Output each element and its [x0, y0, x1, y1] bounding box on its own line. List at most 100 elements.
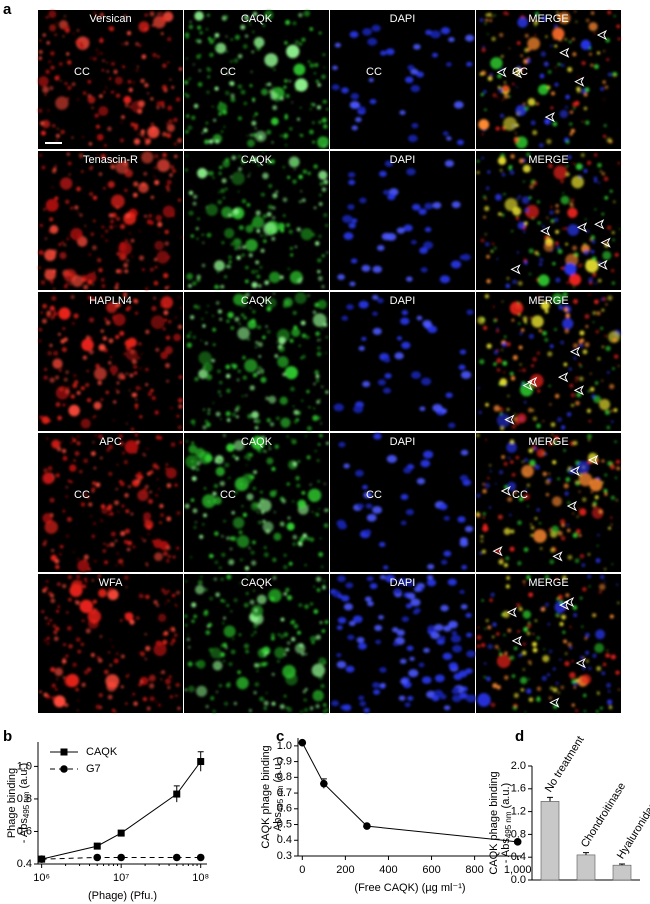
speckle [259, 234, 264, 238]
speckle [476, 170, 480, 175]
speckle [476, 433, 480, 437]
speckle [204, 454, 213, 463]
y-tick-label: 0.7 [277, 787, 292, 799]
speckle [124, 339, 133, 348]
speckle [220, 284, 225, 289]
speckle [276, 223, 281, 228]
speckle [486, 343, 492, 349]
speckle [298, 12, 303, 18]
speckle [525, 204, 539, 219]
speckle [64, 81, 68, 86]
nucleus [332, 65, 338, 71]
speckle [137, 133, 139, 135]
speckle [318, 507, 321, 510]
speckle [205, 121, 209, 125]
speckle [218, 171, 222, 175]
speckle [186, 273, 194, 280]
speckle [88, 349, 94, 355]
speckle [503, 193, 506, 196]
speckle [293, 63, 306, 76]
speckle [506, 408, 510, 411]
speckle [105, 390, 109, 395]
speckle [114, 539, 118, 543]
speckle [317, 270, 321, 274]
speckle [545, 493, 549, 497]
speckle [233, 598, 238, 603]
nucleus [341, 87, 349, 94]
speckle [55, 385, 70, 400]
micrograph-signal [478, 10, 621, 149]
speckle [292, 461, 297, 467]
speckle [79, 44, 85, 49]
speckle [518, 158, 524, 164]
speckle [119, 441, 124, 446]
speckle [121, 43, 124, 46]
speckle [532, 416, 538, 421]
speckle [323, 482, 326, 485]
nucleus [396, 629, 405, 636]
speckle [213, 260, 225, 272]
speckle [134, 299, 139, 304]
speckle [541, 607, 543, 609]
speckle [572, 532, 578, 538]
speckle [249, 385, 255, 391]
speckle [261, 661, 267, 667]
speckle [113, 313, 126, 326]
speckle [230, 242, 234, 246]
speckle [496, 685, 501, 690]
speckle [97, 380, 102, 386]
speckle [46, 437, 49, 440]
speckle [314, 449, 317, 453]
speckle [246, 134, 248, 137]
speckle [254, 608, 258, 613]
speckle [102, 59, 105, 62]
speckle [616, 583, 619, 586]
speckle [558, 305, 564, 310]
speckle [147, 391, 153, 397]
speckle [317, 480, 320, 483]
speckle [611, 563, 614, 566]
speckle [296, 483, 301, 488]
speckle [150, 388, 154, 393]
speckle [198, 69, 202, 72]
speckle [487, 170, 491, 174]
speckle [187, 661, 193, 667]
nucleus [440, 559, 448, 565]
speckle [317, 258, 322, 263]
speckle [477, 693, 491, 707]
speckle [294, 292, 307, 305]
speckle [318, 657, 327, 666]
speckle [115, 388, 117, 390]
speckle [563, 227, 567, 230]
speckle [512, 82, 515, 86]
speckle [507, 496, 513, 502]
speckle [102, 336, 107, 341]
speckle [483, 523, 488, 528]
nucleus [433, 689, 444, 698]
speckle [155, 494, 159, 497]
speckle [611, 420, 614, 423]
speckle [567, 207, 578, 218]
speckle [170, 442, 176, 448]
speckle [124, 238, 129, 243]
speckle [494, 645, 499, 649]
speckle [290, 438, 293, 440]
speckle [218, 684, 222, 688]
speckle [513, 491, 517, 495]
speckle [314, 370, 319, 375]
speckle [506, 342, 511, 347]
speckle [509, 170, 515, 175]
speckle [594, 299, 599, 305]
speckle [218, 656, 221, 659]
nucleus [362, 381, 371, 388]
speckle [176, 414, 180, 418]
speckle [274, 444, 279, 449]
micrograph [476, 10, 621, 149]
speckle [518, 607, 523, 611]
speckle [518, 369, 521, 372]
speckle [135, 42, 139, 46]
speckle [124, 612, 134, 621]
speckle [49, 377, 55, 383]
speckle [70, 227, 83, 241]
speckle [39, 39, 42, 42]
